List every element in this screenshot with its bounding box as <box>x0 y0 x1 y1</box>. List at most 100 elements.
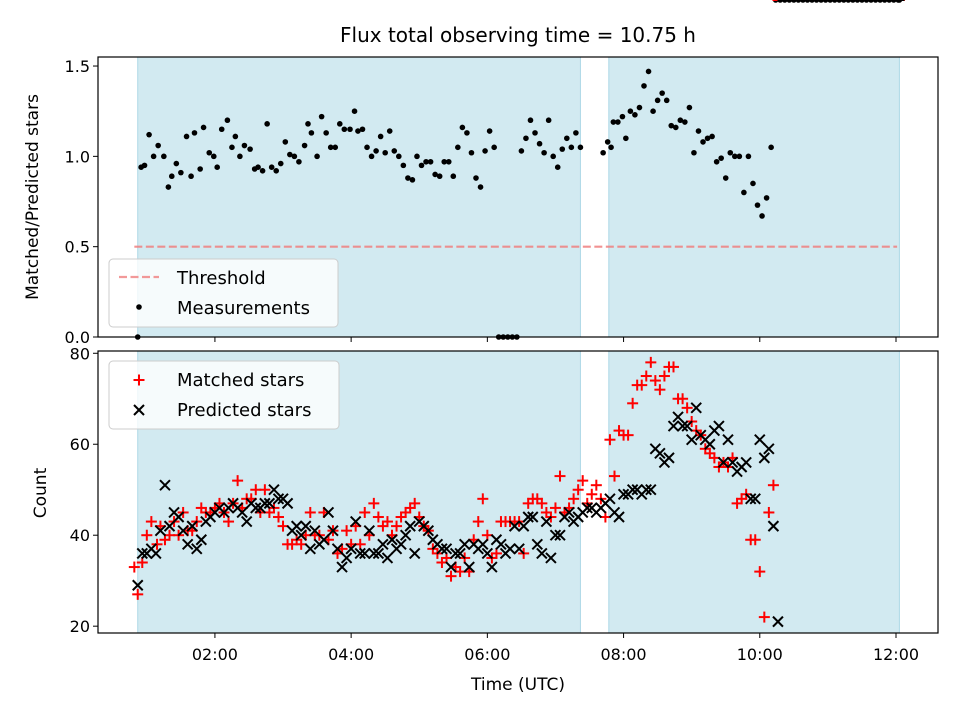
measurement-point <box>464 130 470 136</box>
matched-point <box>554 470 566 482</box>
measurement-point <box>229 144 235 151</box>
predicted-point <box>181 538 194 551</box>
predicted-point <box>445 561 457 573</box>
ratio-axes-frame <box>97 56 939 338</box>
measurement-point <box>768 144 774 151</box>
predicted-point <box>722 433 734 446</box>
ratio-x-ticks <box>214 337 897 342</box>
y-tick-label: 0.0 <box>65 328 90 347</box>
x-tick-label: 06:00 <box>464 645 510 664</box>
matched-point <box>132 588 144 600</box>
predicted-point-b <box>422 524 435 537</box>
measurement-point <box>332 144 339 151</box>
measurement-point <box>468 149 475 156</box>
predicted-point <box>172 511 185 523</box>
predicted-point <box>486 561 498 573</box>
predicted-point-b <box>545 552 557 564</box>
measurement-point <box>409 177 416 183</box>
measurement-point <box>695 128 702 134</box>
predicted-point-b <box>359 547 371 560</box>
ratio-panel: 0.0 0.5 1.0 1.5 Matched/Predicted stars Thr… <box>23 0 939 347</box>
measurement-point <box>650 108 656 114</box>
measurement-point <box>482 148 488 154</box>
predicted-point <box>690 402 702 414</box>
predicted-point-b <box>181 538 194 551</box>
predicted-point <box>363 524 376 537</box>
predicted-point-b <box>685 433 698 446</box>
predicted-point <box>477 538 489 551</box>
y-tick-label: 1.0 <box>65 147 90 166</box>
measurement-point <box>615 119 621 125</box>
measurement-point <box>473 175 479 181</box>
predicted-point-b <box>690 402 702 414</box>
count-x-ticks: 02:00 04:00 06:00 08:00 10:00 12:00 <box>192 633 919 664</box>
measurement-point <box>523 135 529 142</box>
measurement-point <box>150 153 157 160</box>
measurement-point <box>183 133 190 140</box>
matched-point <box>304 506 316 518</box>
matched-point <box>572 484 584 496</box>
matched-point <box>754 566 766 578</box>
measurement-point <box>206 149 213 156</box>
predicted-point <box>440 543 453 555</box>
measurement-point <box>308 130 315 136</box>
measurement-point <box>722 175 729 181</box>
predicted-point-b <box>154 524 167 537</box>
measurement-point <box>604 139 611 145</box>
predicted-point <box>150 547 162 560</box>
predicted-point <box>191 543 203 555</box>
predicted-point <box>767 520 780 532</box>
measurement-point <box>564 135 570 142</box>
measurement-point <box>486 128 493 134</box>
measurement-point <box>351 108 358 114</box>
predicted-point-b <box>717 456 730 469</box>
predicted-point <box>454 547 466 560</box>
count-y-axis-label: Count <box>31 467 51 518</box>
measurement-point <box>750 180 756 187</box>
measurement-point <box>636 104 643 111</box>
measurement-point <box>197 166 203 172</box>
predicted-point <box>345 543 357 555</box>
predicted-point-b <box>763 443 775 455</box>
measurement-point <box>677 117 684 124</box>
ratio-legend-box <box>108 258 339 328</box>
legend-predicted-b <box>133 404 145 416</box>
measurement-point <box>386 128 393 134</box>
count-axes-frame <box>97 350 939 634</box>
matched-point <box>445 570 457 582</box>
predicted-point-b <box>704 438 716 450</box>
predicted-point-b <box>236 506 248 519</box>
predicted-point-b <box>363 524 376 537</box>
predicted-point <box>195 534 208 546</box>
measurement-point <box>641 83 647 89</box>
predicted-point-b <box>613 511 625 523</box>
predicted-point-b <box>531 538 544 551</box>
predicted-point-b <box>722 433 734 446</box>
measurement-point <box>559 146 566 152</box>
predicted-point-b <box>281 497 294 510</box>
measurement-point <box>155 142 161 149</box>
measurement-point <box>745 153 752 160</box>
measurement-point <box>445 158 452 165</box>
measurement-point <box>686 104 693 111</box>
matched-point <box>668 361 680 373</box>
observing-window-2 <box>608 56 900 338</box>
measurement-point <box>255 164 261 170</box>
predicted-point <box>304 543 316 555</box>
predicted-point-b <box>331 543 344 555</box>
measurement-point <box>632 112 638 118</box>
x-tick-label: 10:00 <box>737 645 783 664</box>
predicted-point-b <box>259 497 271 510</box>
predicted-point <box>531 538 544 551</box>
matched-point <box>677 393 689 405</box>
predicted-point <box>422 524 435 537</box>
matched-point <box>536 497 548 509</box>
measurement-point <box>178 169 184 176</box>
predicted-point-b <box>454 547 466 560</box>
predicted-point <box>704 438 716 450</box>
measurement-point <box>268 164 275 170</box>
measurement-point <box>405 175 411 181</box>
measurement-point <box>323 130 329 136</box>
measurement-point <box>341 126 348 133</box>
predicted-point <box>681 420 693 432</box>
